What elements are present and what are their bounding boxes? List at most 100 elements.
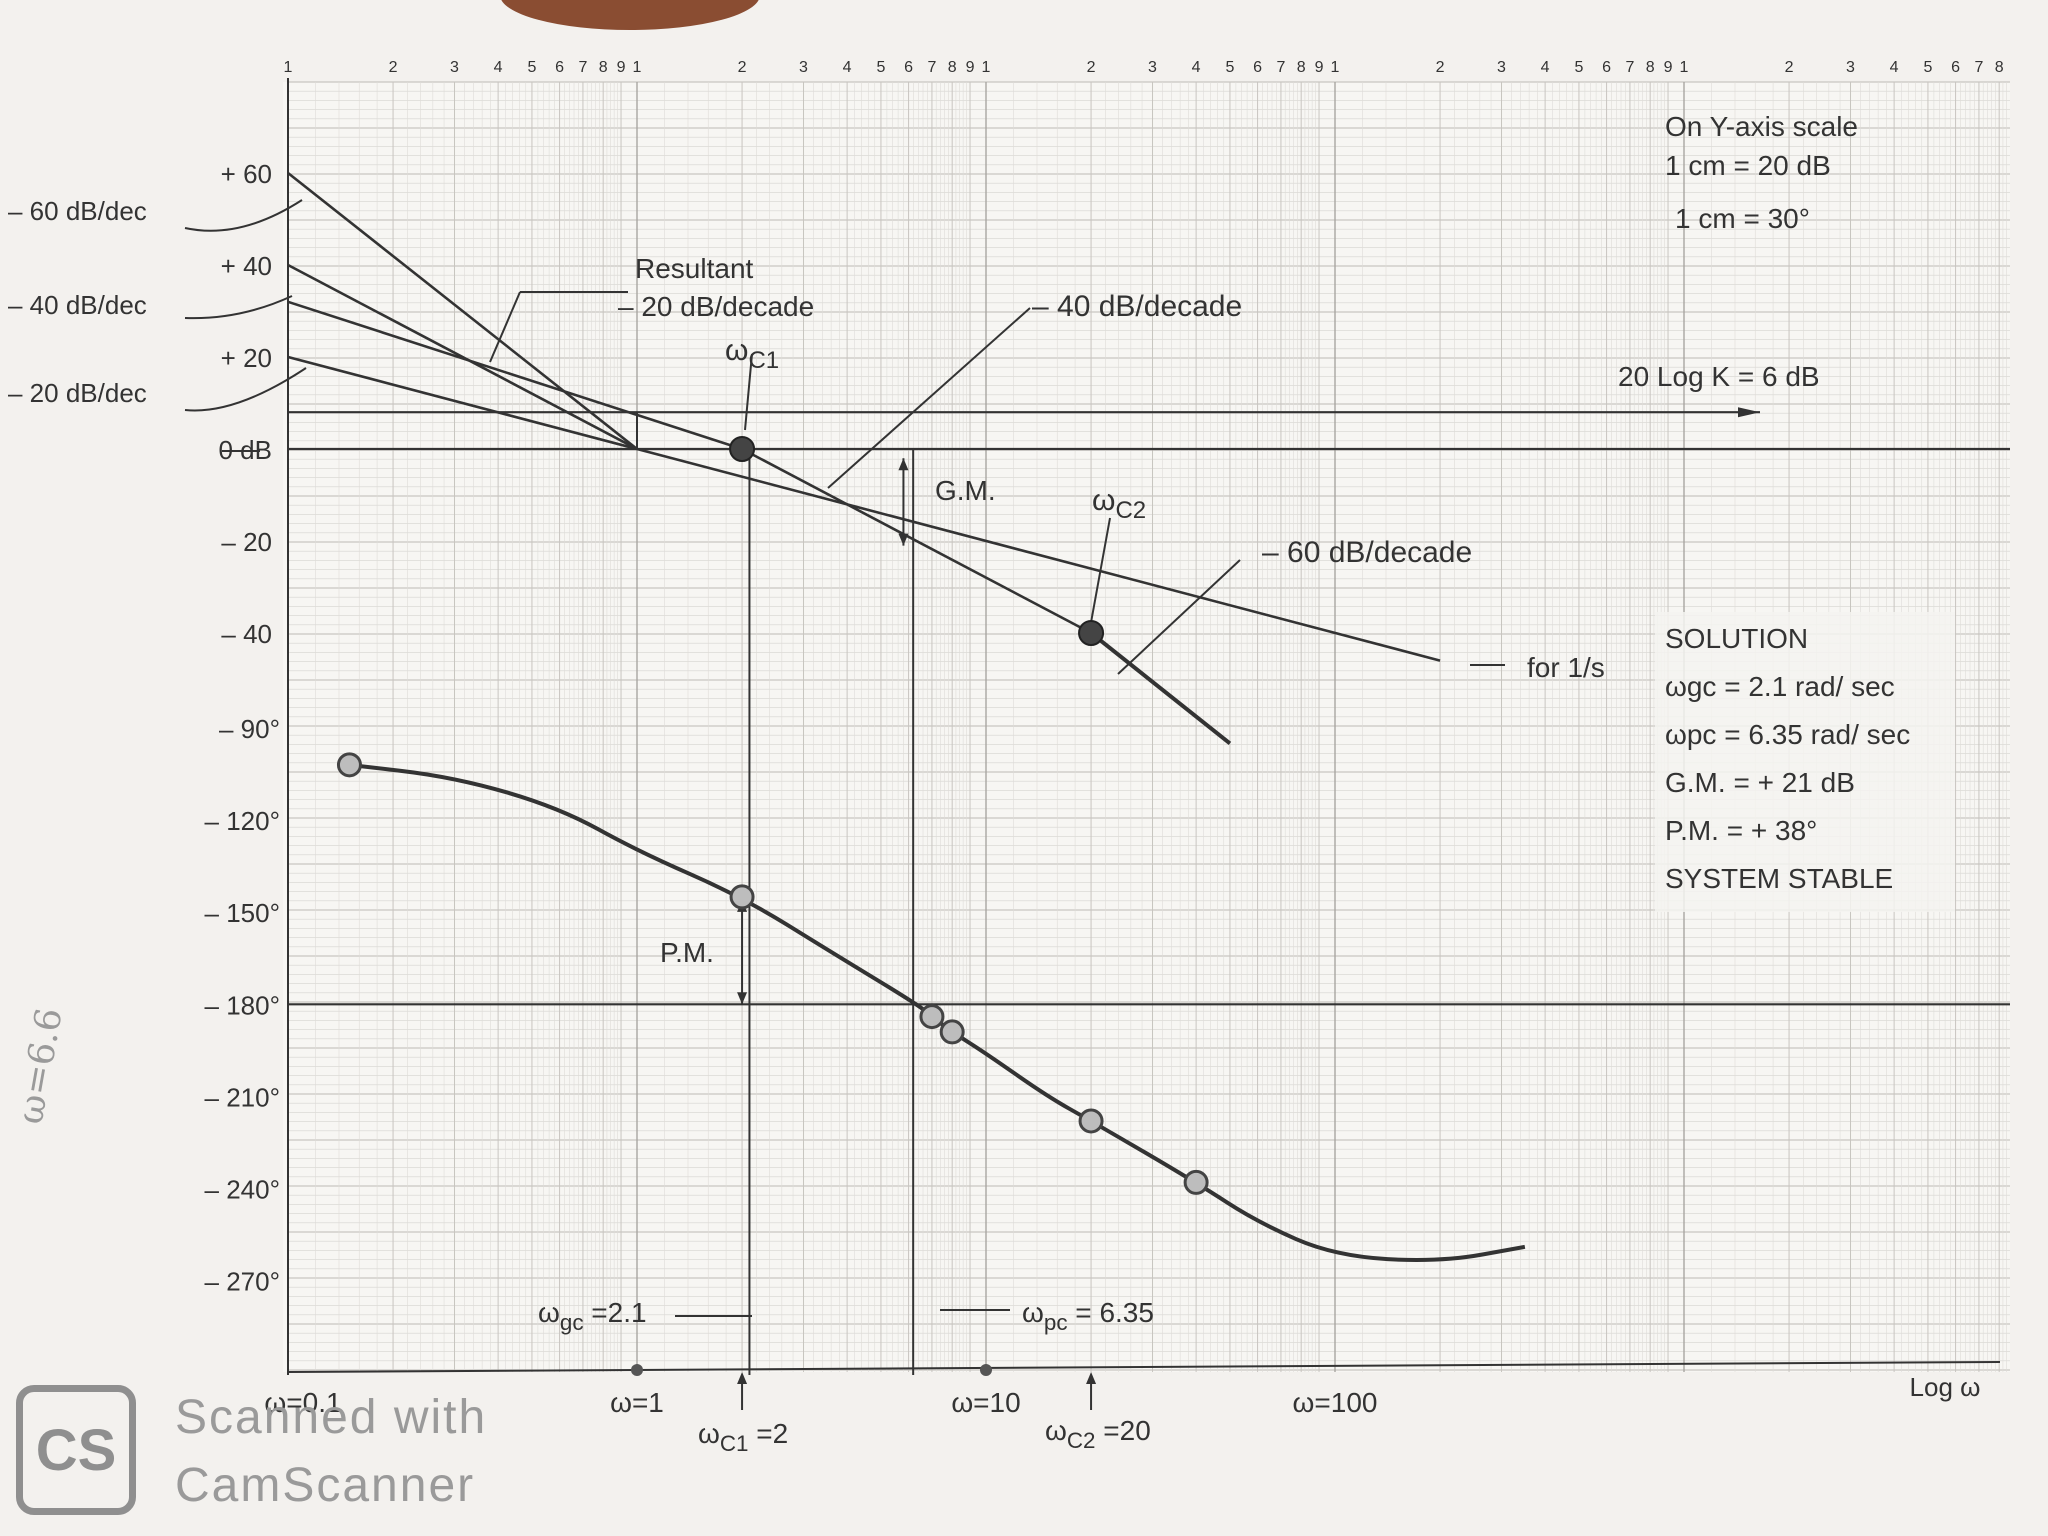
- pm-arrowhead-bottom: [737, 992, 748, 1005]
- solution-line: SOLUTION: [1665, 623, 1808, 654]
- top-tick-label: 2: [738, 59, 747, 76]
- top-tick-label: 1: [1331, 59, 1340, 76]
- resultant-slope-label: – 20 dB/decade: [618, 291, 814, 322]
- top-tick-label: 3: [450, 59, 459, 76]
- top-tick-label: 5: [1923, 59, 1932, 76]
- y-tick-db-label: + 20: [221, 343, 272, 373]
- x-bottom-label: ω=1: [610, 1387, 664, 1418]
- magnitude-line: [287, 171, 638, 451]
- top-tick-label: 8: [599, 59, 608, 76]
- y-tick-deg-label: – 210°: [205, 1082, 280, 1112]
- y-tick-deg-label: – 270°: [205, 1267, 280, 1297]
- top-tick-label: 5: [1574, 59, 1583, 76]
- watermark-line2: CamScanner: [175, 1459, 476, 1512]
- y-tick-db-label: + 40: [221, 251, 272, 281]
- omega-c2-bottom-label: ωC2 =20: [1045, 1415, 1151, 1453]
- top-tick-label: 7: [578, 59, 587, 76]
- camscanner-logo: CS: [16, 1385, 136, 1515]
- top-tick-label: 5: [876, 59, 885, 76]
- top-tick-label: 8: [1646, 59, 1655, 76]
- y-tick-deg-label: – 120°: [205, 806, 280, 836]
- top-tick-label: 6: [904, 59, 913, 76]
- solution-line: G.M. = + 21 dB: [1665, 767, 1855, 798]
- y-tick-deg-label: – 180°: [205, 990, 280, 1020]
- solution-line: SYSTEM STABLE: [1665, 863, 1893, 894]
- top-tick-label: 9: [966, 59, 975, 76]
- omega-c1-bottom-label: ωC1 =2: [698, 1418, 788, 1456]
- top-tick-label: 7: [927, 59, 936, 76]
- slope-label-20: – 20 dB/dec: [8, 378, 147, 408]
- top-tick-label: 2: [389, 59, 398, 76]
- magnitude-line: [741, 447, 1092, 635]
- gm-label: G.M.: [935, 475, 996, 506]
- for-1s-label: for 1/s: [1527, 652, 1605, 683]
- top-tick-label: 3: [1497, 59, 1506, 76]
- phase-marker: [939, 1019, 965, 1045]
- curve-leader-60: [184, 199, 303, 232]
- resultant-label: Resultant: [635, 253, 754, 284]
- top-tick-label: 8: [1995, 59, 2004, 76]
- leader-minus60: [1117, 559, 1241, 675]
- leader-wc1: [744, 353, 753, 431]
- slope-label-minus60: – 60 dB/decade: [1262, 536, 1472, 569]
- magnitude-line: [287, 300, 743, 451]
- scale-note-line: On Y-axis scale: [1665, 111, 1858, 142]
- top-tick-label: 4: [1541, 59, 1550, 76]
- leader-resultant-b: [489, 291, 521, 363]
- top-tick-label: 2: [1087, 59, 1096, 76]
- x-axis-dot: [980, 1364, 992, 1376]
- watermark-line1: Scanned with: [175, 1391, 488, 1444]
- top-tick-label: 3: [1846, 59, 1855, 76]
- top-tick-label: 6: [1602, 59, 1611, 76]
- top-tick-label: 5: [527, 59, 536, 76]
- top-tick-label: 8: [1297, 59, 1306, 76]
- leader-wc2: [1089, 517, 1111, 629]
- top-tick-label: 4: [843, 59, 852, 76]
- top-tick-label: 7: [1625, 59, 1634, 76]
- phase-marker: [919, 1004, 945, 1030]
- slope-label-minus40: – 40 dB/decade: [1032, 290, 1242, 323]
- y-tick-db-label: 0 dB: [219, 435, 273, 465]
- top-tick-label: 8: [948, 59, 957, 76]
- x-bottom-label: ω=10: [951, 1387, 1020, 1418]
- top-tick-label: 2: [1785, 59, 1794, 76]
- top-tick-label: 7: [1276, 59, 1285, 76]
- top-tick-label: 6: [555, 59, 564, 76]
- reference-label: 20 Log K = 6 dB: [1618, 361, 1820, 392]
- top-tick-label: 1: [284, 59, 293, 76]
- x-axis: [287, 1361, 2001, 1373]
- top-tick-label: 6: [1253, 59, 1262, 76]
- omega-c1-label: ωC1: [725, 334, 779, 374]
- slope-label-60: – 60 dB/dec: [8, 196, 147, 226]
- gm-arrowhead-top: [898, 458, 909, 471]
- top-tick-label: 5: [1225, 59, 1234, 76]
- top-tick-label: 1: [633, 59, 642, 76]
- top-tick-label: 1: [1680, 59, 1689, 76]
- phase-marker: [1078, 1108, 1104, 1134]
- pm-label: P.M.: [660, 937, 714, 968]
- top-tick-label: 3: [1148, 59, 1157, 76]
- top-tick-label: 9: [1315, 59, 1324, 76]
- phase-marker: [729, 884, 755, 910]
- magnitude-marker: [1078, 620, 1105, 646]
- x-axis-label: Log ω: [1910, 1372, 1981, 1402]
- top-tick-label: 3: [799, 59, 808, 76]
- scale-note-line: 1 cm = 20 dB: [1665, 150, 1831, 181]
- scale-note-line: 1 cm = 30°: [1675, 203, 1810, 234]
- top-tick-label: 4: [1192, 59, 1201, 76]
- x-bottom-label: ω=0.1: [264, 1387, 341, 1418]
- y-tick-db-label: – 40: [221, 619, 272, 649]
- magnitude-marker: [729, 436, 756, 462]
- magnitude-line: [287, 263, 638, 451]
- magnitude-line: [287, 355, 638, 451]
- wc1-up-arrow: [737, 1372, 748, 1384]
- solution-line: P.M. = + 38°: [1665, 815, 1817, 846]
- solution-line: ωpc = 6.35 rad/ sec: [1665, 719, 1910, 750]
- top-tick-label: 1: [982, 59, 991, 76]
- phase-marker: [1183, 1169, 1209, 1195]
- x-bottom-label: ω=100: [1293, 1387, 1378, 1418]
- y-tick-db-label: + 60: [221, 159, 272, 189]
- top-tick-label: 9: [617, 59, 626, 76]
- top-tick-label: 4: [494, 59, 503, 76]
